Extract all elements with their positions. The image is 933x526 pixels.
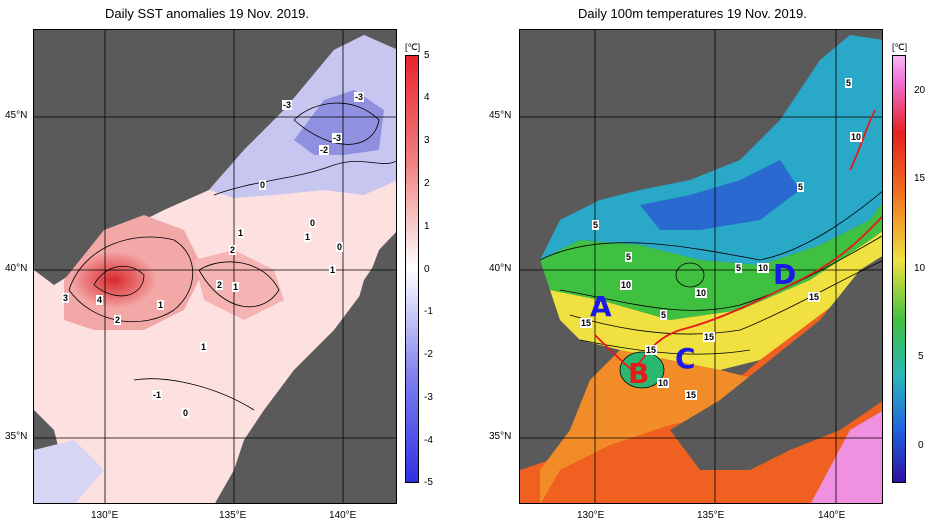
colorbar-tick: 3: [424, 135, 430, 146]
lon-label: 135°E: [219, 510, 247, 521]
contour-label: 15: [685, 390, 698, 400]
colorbar-tick: 1: [424, 221, 430, 232]
colorbar-tick: 5: [918, 351, 924, 362]
contour-label: 1: [232, 282, 240, 292]
contour-label: 2: [114, 315, 122, 325]
lon-label: 140°E: [329, 510, 357, 521]
honshu-land: [670, 256, 882, 470]
lat-label: 40°N: [5, 263, 28, 274]
region-label-a: A: [590, 290, 612, 323]
contour-label: 5: [797, 182, 805, 192]
lat-label: 45°N: [489, 110, 512, 121]
contour-label: 10: [695, 288, 708, 298]
contour-label: 2: [216, 280, 224, 290]
contour-label: -2: [319, 145, 330, 155]
left-map-title: Daily SST anomalies 19 Nov. 2019.: [105, 6, 310, 21]
contour-label: 10: [757, 263, 770, 273]
colorbar-tick: 2: [424, 178, 430, 189]
colorbar-tick: -4: [424, 435, 433, 446]
contour-label: 5: [845, 78, 853, 88]
contour-label: -3: [332, 133, 343, 143]
colorbar-tick: -2: [424, 349, 433, 360]
mid-temperature-band: [550, 231, 882, 370]
survey-track: [594, 215, 882, 372]
contour-label: 5: [625, 252, 633, 262]
right-map-title: Daily 100m temperatures 19 Nov. 2019.: [578, 6, 807, 21]
contour-label: 1: [157, 300, 165, 310]
colorbar-tick: 10: [914, 263, 926, 274]
sst-anomaly-field: [34, 30, 396, 503]
region-label-d: D: [773, 258, 797, 291]
survey-track-north: [849, 109, 876, 171]
colorbar-tick: 5: [424, 50, 430, 61]
contour-label: 15: [645, 345, 658, 355]
lat-label: 40°N: [489, 263, 512, 274]
coldest-water: [640, 160, 800, 230]
temperature-field: [520, 30, 882, 503]
contour-label: 0: [336, 242, 344, 252]
contour-label: 1: [200, 342, 208, 352]
negative-anomaly-region: [209, 35, 396, 198]
temperature-100m-map: 5 10 5 5 5 10 10 5 10 5 10 15 15 15 15 1…: [519, 29, 883, 504]
contour-label: 15: [580, 318, 593, 328]
colorbar-tick: 15: [914, 173, 926, 184]
contour-lines: [68, 102, 396, 411]
lon-label: 140°E: [818, 510, 846, 521]
lat-label: 35°N: [5, 431, 28, 442]
lat-label: 35°N: [489, 431, 512, 442]
warm-core: [72, 252, 156, 308]
contour-label: 10: [657, 378, 670, 388]
graticule: [34, 30, 396, 503]
contour-label: -3: [282, 100, 293, 110]
contour-label: 0: [259, 180, 267, 190]
green-band: [540, 202, 882, 320]
contour-label: 4: [96, 295, 104, 305]
contour-label: -1: [152, 390, 163, 400]
lon-label: 130°E: [577, 510, 605, 521]
island: [154, 110, 174, 130]
colorbar-tick: 0: [918, 440, 924, 451]
anomaly-colorbar: [405, 55, 419, 483]
contour-label: 10: [850, 132, 863, 142]
colorbar-unit: [℃]: [892, 42, 908, 52]
contour-label: 1: [237, 228, 245, 238]
contour-label: 5: [735, 263, 743, 273]
contour-label: 10: [620, 280, 633, 290]
region-label-c: C: [675, 342, 696, 375]
temperature-colorbar: [892, 55, 906, 483]
lon-label: 130°E: [91, 510, 119, 521]
contour-label: 5: [592, 220, 600, 230]
honshu-land: [274, 232, 396, 503]
south-negative-anomaly: [34, 440, 104, 503]
region-label-b: B: [628, 357, 650, 390]
contour-label: 0: [182, 408, 190, 418]
contour-label: 15: [703, 332, 716, 342]
colorbar-tick: 4: [424, 92, 430, 103]
colorbar-tick: -5: [424, 477, 433, 488]
lat-label: 45°N: [5, 110, 28, 121]
colorbar-tick: 0: [424, 264, 430, 275]
graticule: [520, 30, 882, 503]
contour-label: 1: [329, 265, 337, 275]
colorbar-unit: [℃]: [405, 42, 421, 52]
sst-anomaly-map: -3 -3 -3 -2 0 0 1 2 1 0 1 3 4 2 1 2 1 1 …: [33, 29, 397, 504]
cold-eddy: [620, 352, 664, 388]
contour-label: 15: [808, 292, 821, 302]
contour-lines: [539, 191, 882, 389]
strong-negative-anomaly: [294, 90, 384, 155]
lon-label: 135°E: [697, 510, 725, 521]
cold-water: [540, 35, 882, 265]
colorbar-tick: -3: [424, 392, 433, 403]
contour-label: 0: [309, 218, 317, 228]
colorbar-tick: -1: [424, 306, 433, 317]
contour-label: 5: [660, 310, 668, 320]
contour-label: 2: [229, 245, 237, 255]
contour-label: 3: [62, 293, 70, 303]
contour-label: 1: [304, 232, 312, 242]
warmest-water: [811, 411, 882, 503]
colorbar-tick: 20: [914, 85, 926, 96]
contour-label: -3: [354, 92, 365, 102]
